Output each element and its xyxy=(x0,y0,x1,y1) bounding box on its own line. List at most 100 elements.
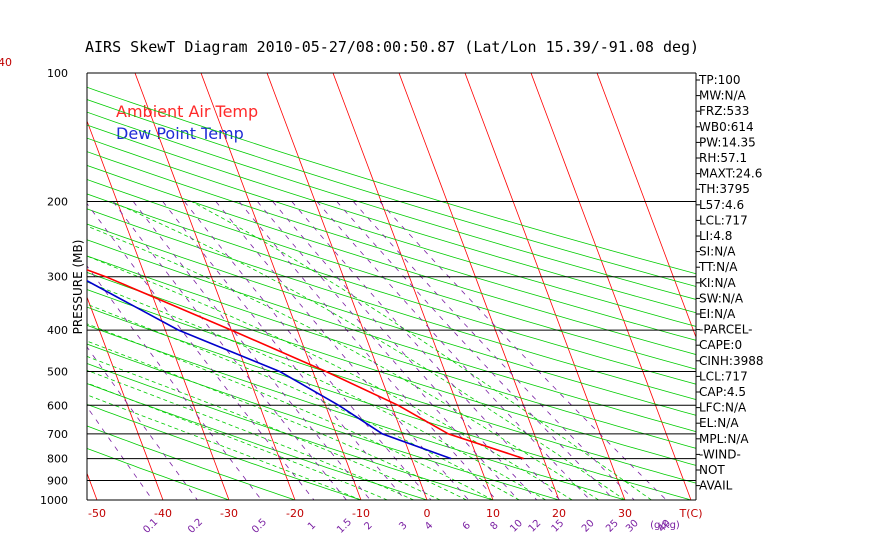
mixing-ratio-line xyxy=(379,201,667,500)
isotherm-line xyxy=(464,73,626,500)
moist-adiabat-line xyxy=(87,356,441,500)
mixing-ratio-line xyxy=(291,201,561,500)
mixing-ratio-line xyxy=(352,201,635,500)
side-panel-item: CAP:4.5 xyxy=(699,385,746,399)
pressure-tick-label: 600 xyxy=(47,399,68,412)
dry-adiabat-line xyxy=(87,164,696,356)
isotherm-line xyxy=(0,73,31,500)
moist-adiabat-line xyxy=(191,201,652,500)
side-panel-item: -WIND- xyxy=(699,447,741,461)
bottom-temp-tick-label: -30 xyxy=(220,507,238,520)
mixing-ratio-tick-label: 4 xyxy=(423,520,435,532)
pressure-tick-label: 200 xyxy=(47,196,68,209)
side-panel-item: RH:57.1 xyxy=(699,151,747,165)
legend: Ambient Air Temp Dew Point Temp xyxy=(116,102,258,143)
isotherm-line xyxy=(87,296,164,500)
mixing-ratio-line xyxy=(272,201,538,500)
mixing-ratio-line xyxy=(215,201,469,500)
top-temp-tick-label: -40 xyxy=(0,56,12,69)
dry-adiabat-line xyxy=(87,179,696,370)
side-panel-item: TP:100 xyxy=(698,73,741,87)
mixing-ratio-line xyxy=(257,201,519,500)
pressure-tick-label: 500 xyxy=(47,365,68,378)
side-panel-item: AVAIL xyxy=(699,479,733,493)
side-panel-item: L57:4.6 xyxy=(699,198,744,212)
pressure-tick-label: 700 xyxy=(47,428,68,441)
pressure-tick-label: 800 xyxy=(47,453,68,466)
dry-adiabat-line xyxy=(87,289,696,484)
bottom-temp-tick-label: -10 xyxy=(352,507,370,520)
pressure-tick-label: 100 xyxy=(47,67,68,80)
mixing-ratio-tick-label: 0.5 xyxy=(250,517,269,536)
side-panel-item: SW:N/A xyxy=(699,291,744,305)
dry-adiabat-line xyxy=(87,343,560,500)
pressure-tick-label: 400 xyxy=(47,324,68,337)
isotherm-line xyxy=(398,73,560,500)
mixing-ratio-line xyxy=(184,201,432,500)
mixing-ratio-tick-label: 10 xyxy=(508,518,525,535)
side-panel-item: MPL:N/A xyxy=(699,432,749,446)
isobars xyxy=(86,72,697,501)
mixing-ratio-tick-label: 30 xyxy=(624,518,641,535)
pressure-tick-label: 300 xyxy=(47,271,68,284)
isotherm-line xyxy=(266,73,428,500)
bottom-temp-tick-label: -20 xyxy=(286,507,304,520)
dew-point-temp-line xyxy=(87,279,452,460)
mixing-ratio-tick-label: 3 xyxy=(397,520,409,532)
mixing-ratio-tick-label: 6 xyxy=(461,520,473,532)
mixing-ratio-tick-label: 12 xyxy=(527,518,544,535)
side-panel-item: LCL:717 xyxy=(699,369,748,383)
side-panel-item: CAPE:0 xyxy=(699,338,742,352)
isotherm-line xyxy=(134,73,296,500)
chart-title: AIRS SkewT Diagram 2010-05-27/08:00:50.8… xyxy=(85,38,699,56)
moist-adiabat-line xyxy=(87,394,362,500)
isotherm-line xyxy=(530,73,692,500)
dry-adiabat-line xyxy=(87,239,696,433)
isotherm-line xyxy=(87,119,230,500)
mixing-ratio-unit-label: (g/kg) xyxy=(650,520,680,531)
dry-adiabat-line xyxy=(87,425,296,500)
side-panel-item: MAXT:24.6 xyxy=(699,167,762,181)
bottom-temp-tick-label: 0 xyxy=(424,507,431,520)
side-panel-item: LCL:717 xyxy=(699,213,748,227)
dry-adiabat-line xyxy=(87,208,696,400)
isotherm-line xyxy=(596,73,696,339)
bottom-temp-tick-label: 10 xyxy=(486,507,500,520)
ambient-air-temp-line xyxy=(87,268,524,460)
pressure-tick-label: 1000 xyxy=(40,494,68,507)
side-panel-item: KI:N/A xyxy=(699,276,736,290)
side-panel-item: EL:N/A xyxy=(699,416,739,430)
profiles xyxy=(87,268,524,460)
side-panel-item: MW:N/A xyxy=(699,89,747,103)
moist-adiabat-line xyxy=(87,255,573,500)
mixing-ratio-tick-label: 8 xyxy=(488,520,500,532)
side-panel-item: EI:N/A xyxy=(699,307,736,321)
dry-adiabat-line xyxy=(87,99,696,287)
dry-adiabat-line xyxy=(87,448,230,500)
y-axis-label: PRESSURE (MB) xyxy=(71,240,85,335)
dry-adiabat-line xyxy=(87,363,494,500)
isotherm-line xyxy=(200,73,362,500)
side-panel-item: TT:N/A xyxy=(698,260,738,274)
dry-adiabat-line xyxy=(87,151,696,341)
bottom-temp-tick-label: -40 xyxy=(154,507,172,520)
mixing-ratio-tick-label: 25 xyxy=(604,518,621,535)
dry-adiabat-line xyxy=(87,383,428,500)
dry-adiabat-line xyxy=(87,255,696,449)
bottom-temp-tick-label: 30 xyxy=(618,507,632,520)
side-panel-item: TH:3795 xyxy=(698,182,750,196)
side-panel-item: NOT xyxy=(699,463,725,477)
bottom-temp-tick-label: 20 xyxy=(552,507,566,520)
dry-adiabat-line xyxy=(87,223,696,416)
side-panel-item: LFC:N/A xyxy=(699,401,747,415)
dry-adiabat-line xyxy=(87,193,696,385)
side-panel-item: CINH:3988 xyxy=(699,354,764,368)
mixing-ratio-line xyxy=(87,346,198,500)
bottom-temp-tick-label: -50 xyxy=(88,507,106,520)
dry-adiabat-line xyxy=(87,137,696,327)
pressure-tick-label: 900 xyxy=(47,474,68,487)
dry-adiabat-line xyxy=(87,403,362,500)
side-panel-item: LI:4.8 xyxy=(699,229,732,243)
